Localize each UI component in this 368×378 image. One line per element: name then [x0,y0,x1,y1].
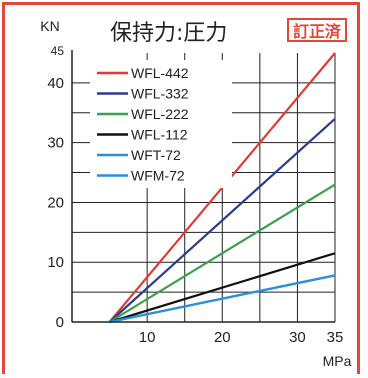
x-tick-label: 20 [214,329,231,346]
legend-label: WFM-72 [131,168,185,184]
axis-layer: 0 10 20 30 40 45 10 20 30 35 [47,44,343,346]
y-tick-label: 10 [47,254,64,271]
legend-label: WFT-72 [131,147,181,163]
bottom-edge [2,374,360,378]
y-axis-label: KN [40,18,59,34]
series-line [109,274,336,324]
y-tick-label: 40 [47,75,64,92]
x-tick-label: 30 [289,329,306,346]
legend-label: WFL-442 [131,65,189,81]
y-tick-label: 30 [47,135,64,152]
y-tick-label: 45 [51,44,65,58]
legend-label: WFL-112 [131,127,188,143]
y-tick-label: 20 [47,194,64,211]
chart-frame [2,2,360,374]
x-tick-label: 10 [139,329,156,346]
series-line [108,117,336,323]
series-line [108,183,336,323]
legend-label: WFL-222 [131,106,189,122]
series-line [109,252,336,324]
legend-background [90,60,232,188]
y-tick-label: 0 [56,314,64,331]
correction-stamp: 訂正済 [287,18,348,42]
x-tick-label: 35 [327,329,344,346]
x-axis-label: MPa [323,353,352,369]
legend-label: WFL-332 [131,86,189,102]
chart-title: 保持力:圧力 [110,21,227,46]
legend-layer: WFL-442 WFL-332 WFL-222 WFL-112 WFT-72 WFM-72 [90,60,232,188]
